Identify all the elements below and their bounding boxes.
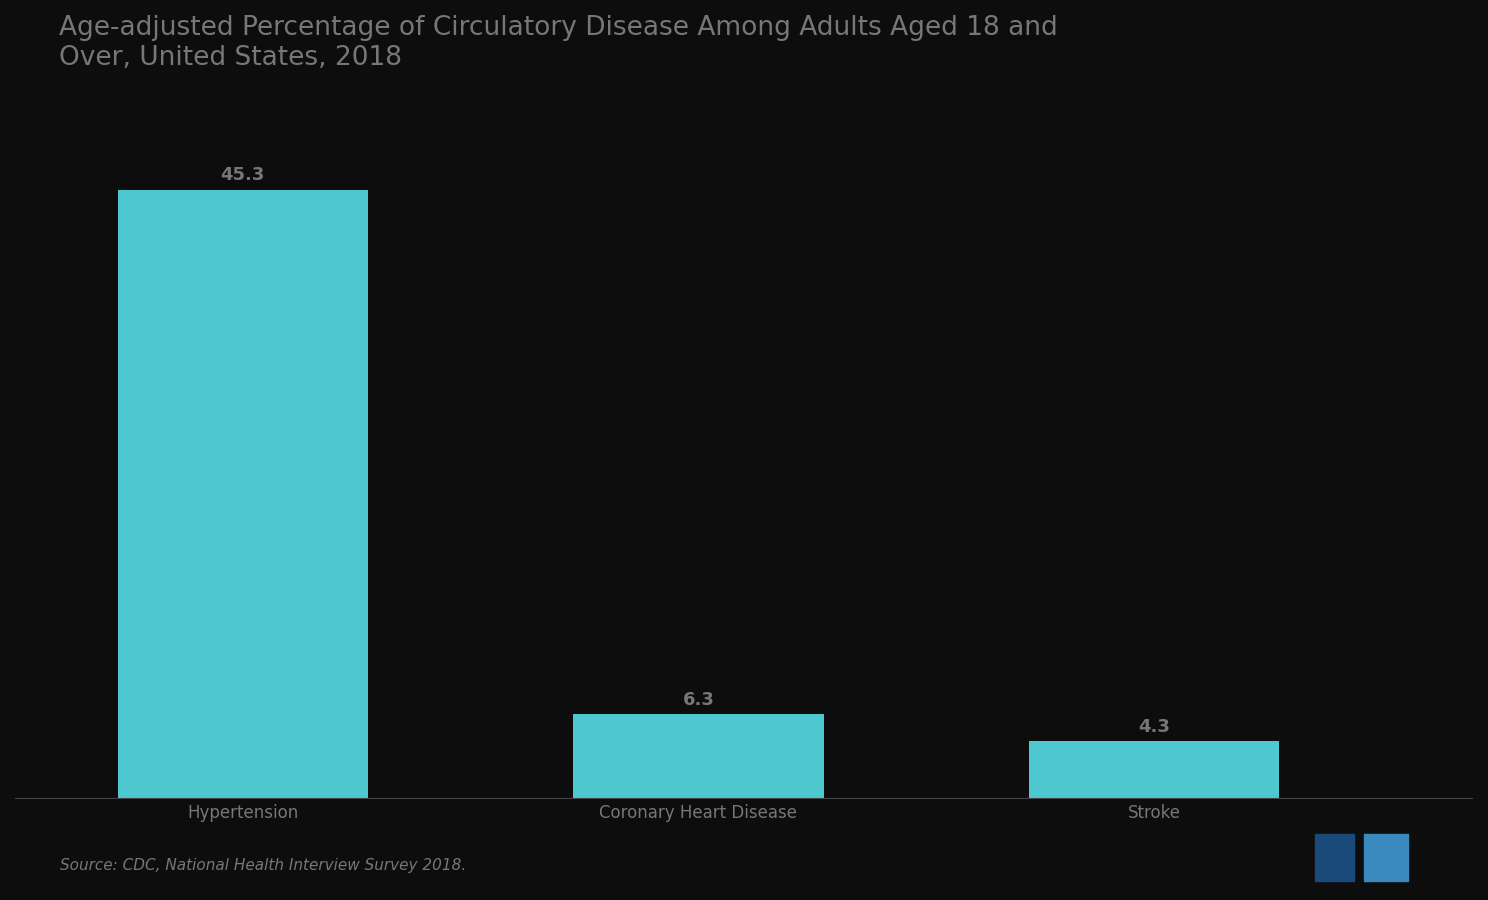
Text: 45.3: 45.3: [220, 166, 265, 184]
Bar: [118, 190, 368, 799]
Bar: [573, 715, 824, 799]
Text: 4.3: 4.3: [1138, 718, 1170, 736]
Text: Source: CDC, National Health Interview Survey 2018.: Source: CDC, National Health Interview S…: [60, 858, 466, 873]
Text: 6.3: 6.3: [683, 691, 714, 709]
Bar: [1363, 833, 1409, 880]
Bar: [1315, 833, 1354, 880]
Bar: [1028, 742, 1280, 799]
Text: Age-adjusted Percentage of Circulatory Disease Among Adults Aged 18 and
Over, Un: Age-adjusted Percentage of Circulatory D…: [58, 15, 1058, 71]
